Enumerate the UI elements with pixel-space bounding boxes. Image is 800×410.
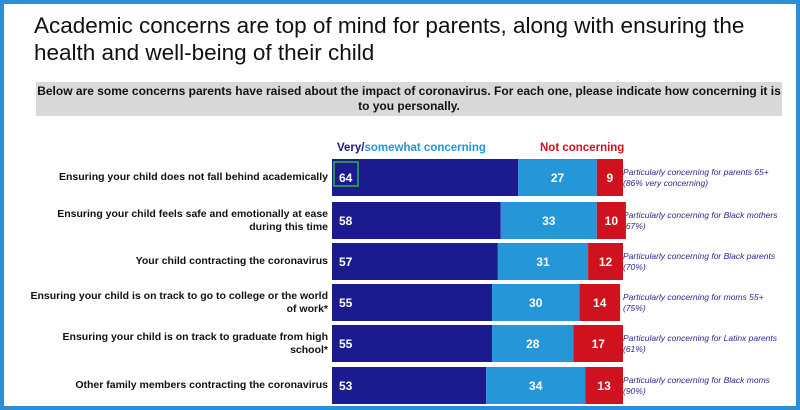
bar-segment-somewhat xyxy=(497,243,589,280)
data-label: 27 xyxy=(551,171,565,185)
data-label: 55 xyxy=(339,296,353,310)
bar-segment-very xyxy=(332,243,498,280)
bar-segment-somewhat xyxy=(500,202,597,239)
bar-segment-not xyxy=(579,284,621,321)
category-label: Ensuring your child does not fall behind… xyxy=(59,171,328,183)
row-note: Particularly concerning for Latinx paren… xyxy=(623,333,778,354)
data-label: 53 xyxy=(339,379,353,393)
data-label: 34 xyxy=(529,379,543,393)
data-label: 58 xyxy=(339,214,353,228)
data-label: 17 xyxy=(592,337,606,351)
data-label: 28 xyxy=(526,337,540,351)
data-label: 14 xyxy=(593,296,607,310)
bar-segment-very xyxy=(332,202,501,239)
bar-segment-not xyxy=(596,202,626,239)
highlight-box xyxy=(333,161,359,187)
bar-segment-very xyxy=(332,325,493,362)
bar-segment-not xyxy=(573,325,623,362)
bar-segment-not xyxy=(585,367,623,404)
bar-segment-not xyxy=(596,159,623,196)
data-label: 33 xyxy=(542,214,556,228)
row-note: Particularly concerning for moms 55+ (75… xyxy=(623,292,764,313)
bar-segment-very xyxy=(332,284,493,321)
data-label: 13 xyxy=(597,379,611,393)
row-note: Particularly concerning for Black moms (… xyxy=(623,375,770,396)
bar-segment-not xyxy=(588,243,623,280)
legend-very-somewhat: Very/somewhat concerning xyxy=(337,142,486,154)
data-label: 30 xyxy=(529,296,543,310)
data-label: 55 xyxy=(339,337,353,351)
row-note: Particularly concerning for Black parent… xyxy=(623,251,776,272)
category-label: Ensuring your child feels safe and emoti… xyxy=(57,207,328,233)
bar-segment-somewhat xyxy=(518,159,597,196)
category-label: Your child contracting the coronavirus xyxy=(135,255,328,267)
data-label: 10 xyxy=(605,214,619,228)
bar-segment-very xyxy=(332,367,487,404)
bar-segment-somewhat xyxy=(492,325,574,362)
data-label: 9 xyxy=(607,171,614,185)
bar-segment-very xyxy=(332,159,519,196)
data-label: 64 xyxy=(339,171,353,185)
data-label: 57 xyxy=(339,255,353,269)
legend-not-concerning: Not concerning xyxy=(540,142,625,154)
question-instruction: Below are some concerns parents have rai… xyxy=(36,82,782,116)
legend-somewhat-label: somewhat concerning xyxy=(364,142,486,154)
row-note: Particularly concerning for parents 65+ … xyxy=(623,167,769,188)
bar-segment-somewhat xyxy=(492,284,580,321)
row-note: Particularly concerning for Black mother… xyxy=(623,210,778,231)
slide-title: Academic concerns are top of mind for pa… xyxy=(34,13,745,65)
category-label: Other family members contracting the cor… xyxy=(75,379,328,391)
category-label: Ensuring your child is on track to go to… xyxy=(30,289,328,315)
category-label: Ensuring your child is on track to gradu… xyxy=(62,330,328,356)
data-label: 12 xyxy=(599,255,613,269)
data-label: 31 xyxy=(536,255,550,269)
bar-segment-somewhat xyxy=(486,367,586,404)
legend-very-label: Very/ xyxy=(337,142,365,154)
